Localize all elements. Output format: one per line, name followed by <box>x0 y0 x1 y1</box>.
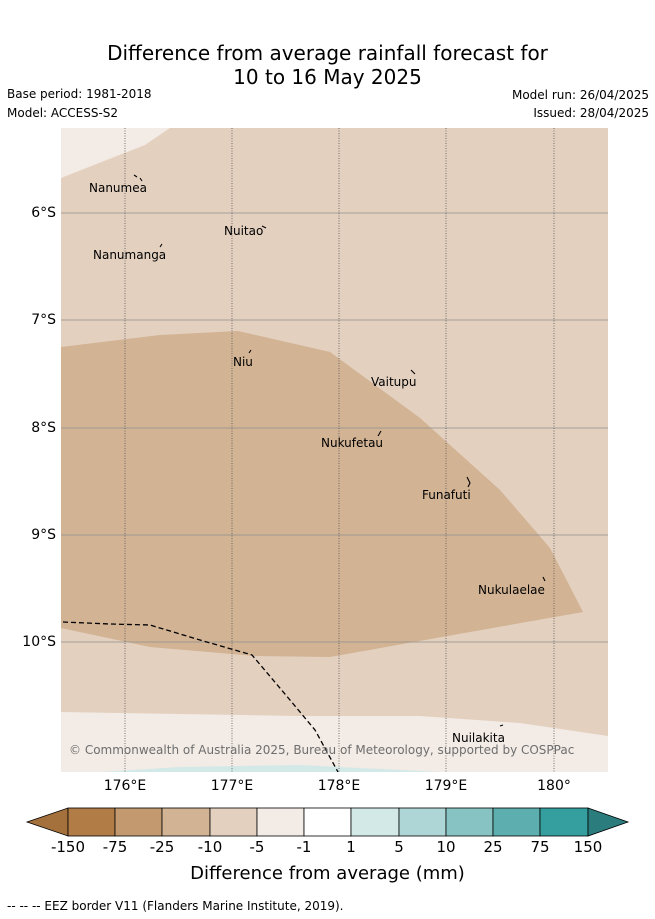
island-shapes <box>133 174 546 727</box>
zone-dry-25-to-10 <box>61 331 583 657</box>
lon-label-180: 180° <box>537 778 571 794</box>
eez-footnote: -- -- -- EEZ border V11 (Flanders Marine… <box>7 899 344 913</box>
colorbar-label: 1 <box>346 838 356 856</box>
chart-title-line-2: 10 to 16 May 2025 <box>233 65 422 89</box>
island-label-nukufetau: Nukufetau <box>321 436 383 450</box>
zone-wet-1-to-5 <box>100 765 440 772</box>
eez-border <box>62 621 339 772</box>
zone-dry-5-to-1-south <box>61 712 608 772</box>
colorbar-swatch <box>445 807 494 837</box>
colorbar-label: -75 <box>102 838 128 856</box>
island-label-niu: Niu <box>233 355 253 369</box>
colorbar-label: -150 <box>50 838 86 856</box>
island-label-vaitupu: Vaitupu <box>371 375 417 389</box>
colorbar-swatch <box>114 807 163 837</box>
colorbar-title: Difference from average (mm) <box>190 863 465 884</box>
colorbar-label: -25 <box>149 838 175 856</box>
chart-title-line-1: Difference from average rainfall forecas… <box>107 41 548 65</box>
colorbar-label: 150 <box>573 838 603 856</box>
colorbar-label: 25 <box>483 838 503 856</box>
copyright-notice: © Commonwealth of Australia 2025, Bureau… <box>69 743 574 757</box>
issued-label: Issued: 28/04/2025 <box>533 106 649 120</box>
colorbar-swatch <box>539 807 589 837</box>
colorbar-swatch <box>161 807 211 837</box>
colorbar-extend-low <box>25 807 69 837</box>
lat-label-9s: 9°S <box>31 527 56 543</box>
colorbar-swatch <box>303 807 352 837</box>
colorbar-extend-high <box>587 807 630 837</box>
latitude-gridlines <box>61 212 608 643</box>
island-label-nanumanga: Nanumanga <box>93 248 166 262</box>
colorbar-swatch <box>492 807 541 837</box>
island-label-nukulaelae: Nukulaelae <box>478 583 545 597</box>
lon-label-176e: 176°E <box>103 778 147 794</box>
colorbar <box>25 807 630 837</box>
lat-label-7s: 7°S <box>31 312 56 328</box>
zone-dry-5-to-1-north <box>61 128 170 178</box>
lon-label-178e: 178°E <box>317 778 361 794</box>
lon-label-177e: 177°E <box>210 778 254 794</box>
colorbar-swatch <box>209 807 258 837</box>
model-run-label: Model run: 26/04/2025 <box>511 88 649 102</box>
lat-label-10s: 10°S <box>22 634 56 650</box>
colorbar-label: -1 <box>296 838 312 856</box>
colorbar-label: 10 <box>436 838 456 856</box>
base-period-label: Base period: 1981-2018 <box>7 87 152 101</box>
colorbar-label: 5 <box>394 838 404 856</box>
island-label-nuitao: Nuitao <box>224 224 263 238</box>
colorbar-label: -10 <box>197 838 223 856</box>
colorbar-swatch <box>350 807 400 837</box>
island-label-nuilakita: Nuilakita <box>452 731 505 745</box>
island-label-nanumea: Nanumea <box>89 181 147 195</box>
lat-label-6s: 6°S <box>31 205 56 221</box>
colorbar-swatch <box>256 807 305 837</box>
colorbar-label: 75 <box>530 838 550 856</box>
lat-label-8s: 8°S <box>31 420 56 436</box>
colorbar-swatch <box>398 807 447 837</box>
colorbar-swatch <box>67 807 116 837</box>
lon-label-179e: 179°E <box>424 778 468 794</box>
colorbar-label: -5 <box>249 838 265 856</box>
island-label-funafuti: Funafuti <box>422 488 471 502</box>
model-label: Model: ACCESS-S2 <box>7 106 119 120</box>
